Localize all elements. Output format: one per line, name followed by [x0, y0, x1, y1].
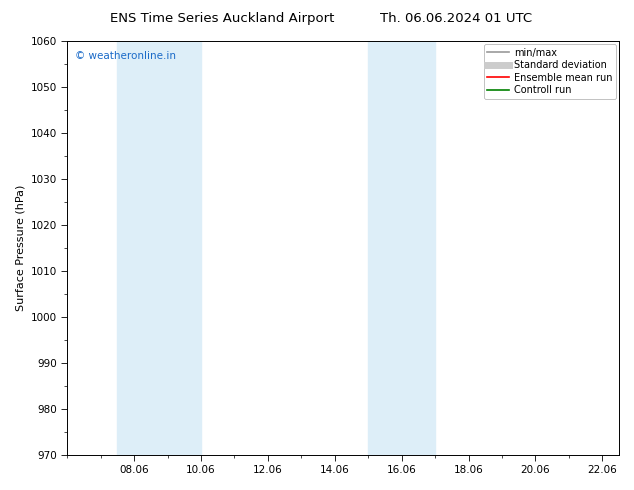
- Bar: [368, 41, 435, 455]
- Y-axis label: Surface Pressure (hPa): Surface Pressure (hPa): [15, 185, 25, 311]
- Bar: [117, 41, 201, 455]
- Text: Th. 06.06.2024 01 UTC: Th. 06.06.2024 01 UTC: [380, 12, 533, 25]
- Text: ENS Time Series Auckland Airport: ENS Time Series Auckland Airport: [110, 12, 334, 25]
- Text: © weatheronline.in: © weatheronline.in: [75, 51, 176, 61]
- Legend: min/max, Standard deviation, Ensemble mean run, Controll run: min/max, Standard deviation, Ensemble me…: [484, 44, 616, 99]
